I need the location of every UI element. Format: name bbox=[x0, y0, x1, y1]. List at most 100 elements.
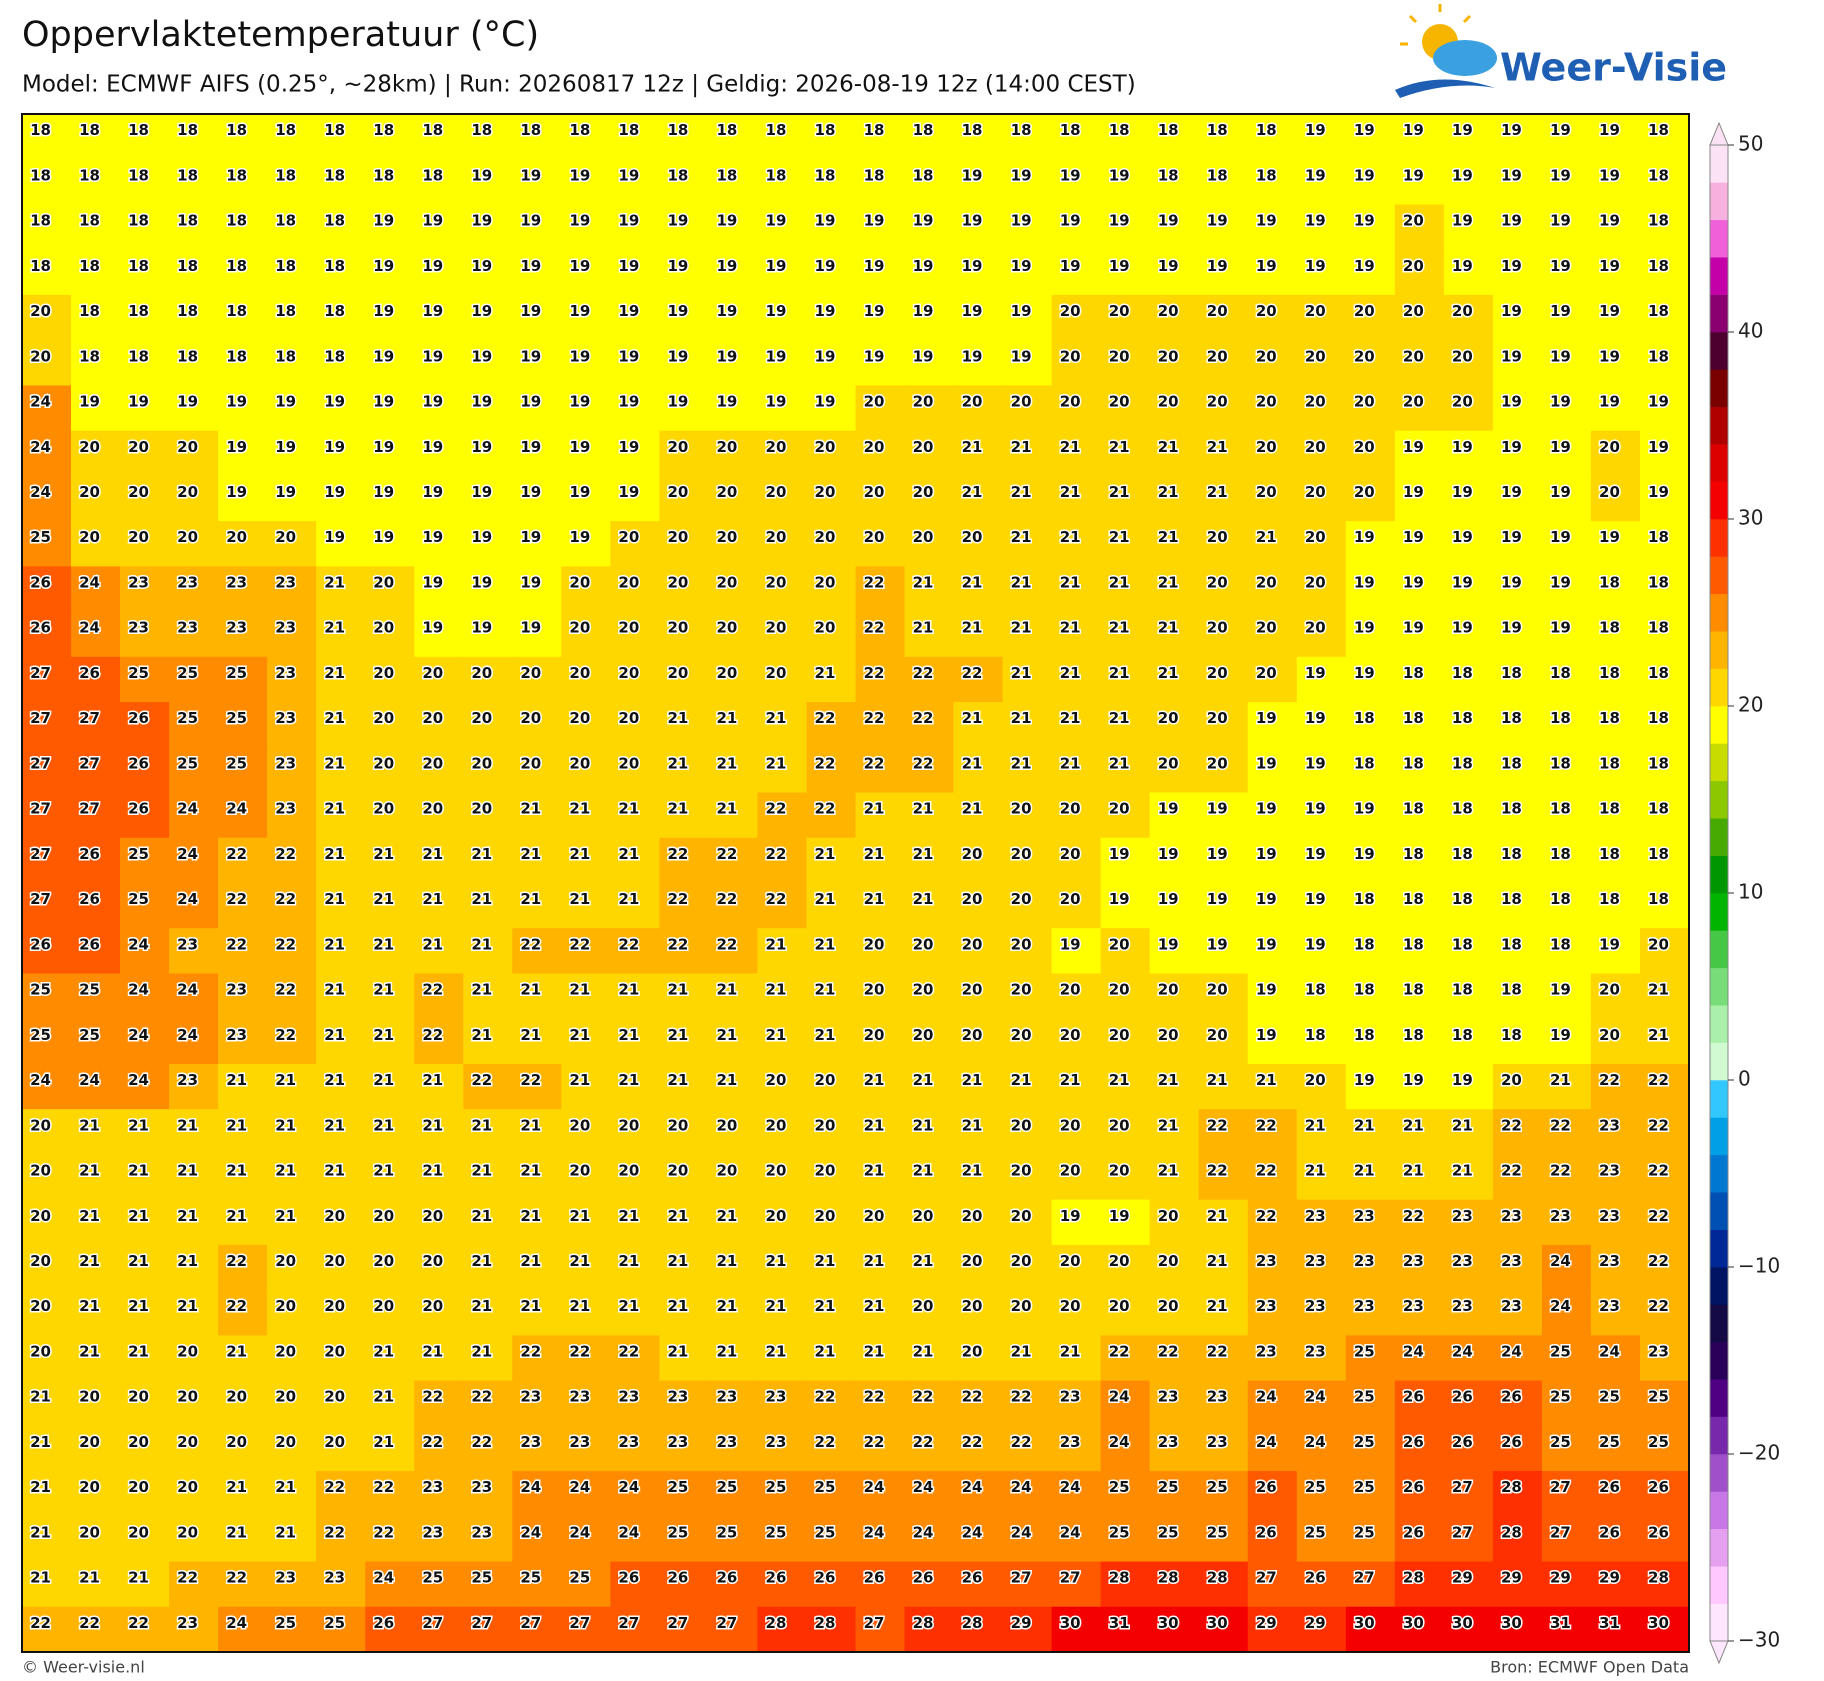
temperature-label: 19 bbox=[1452, 212, 1473, 230]
temperature-label: 18 bbox=[1501, 981, 1522, 999]
temperature-label: 21 bbox=[1158, 1071, 1179, 1089]
temperature-cell bbox=[218, 340, 268, 386]
temperature-cell bbox=[267, 973, 317, 1020]
temperature-label: 19 bbox=[422, 257, 443, 275]
temperature-cell bbox=[1590, 566, 1641, 613]
temperature-cell bbox=[1345, 1561, 1396, 1608]
temperature-label: 19 bbox=[1599, 393, 1620, 411]
temperature-cell bbox=[1590, 973, 1641, 1020]
temperature-label: 18 bbox=[1550, 754, 1571, 772]
temperature-label: 22 bbox=[766, 845, 787, 863]
logo-cloud bbox=[1433, 40, 1497, 76]
temperature-label: 19 bbox=[422, 393, 443, 411]
temperature-label: 21 bbox=[1158, 528, 1179, 546]
temperature-cell bbox=[953, 1063, 1004, 1110]
temperature-label: 19 bbox=[373, 438, 394, 456]
temperature-label: 21 bbox=[324, 1116, 345, 1134]
temperature-label: 22 bbox=[1109, 1342, 1130, 1360]
temperature-label: 21 bbox=[569, 890, 590, 908]
temperature-label: 19 bbox=[1354, 528, 1375, 546]
temperature-cell bbox=[610, 837, 660, 884]
temperature-label: 21 bbox=[1109, 573, 1130, 591]
temperature-cell bbox=[806, 1335, 856, 1382]
temperature-label: 21 bbox=[913, 800, 934, 818]
temperature-cell bbox=[1296, 114, 1347, 160]
temperature-label: 18 bbox=[1354, 935, 1375, 953]
temperature-cell bbox=[1100, 1154, 1151, 1201]
temperature-label: 24 bbox=[128, 1071, 149, 1089]
temperature-cell bbox=[414, 204, 464, 251]
temperature-cell bbox=[1541, 385, 1592, 432]
temperature-label: 18 bbox=[1452, 981, 1473, 999]
temperature-label: 20 bbox=[373, 664, 394, 682]
temperature-cell bbox=[71, 1290, 121, 1336]
temperature-label: 21 bbox=[913, 1252, 934, 1270]
temperature-label: 23 bbox=[226, 981, 247, 999]
temperature-cell bbox=[659, 1335, 709, 1382]
temperature-label: 28 bbox=[1158, 1569, 1179, 1587]
temperature-label: 22 bbox=[1648, 1252, 1669, 1270]
temperature-label: 21 bbox=[226, 1478, 247, 1496]
temperature-cell bbox=[169, 1244, 219, 1291]
temperature-label: 21 bbox=[569, 981, 590, 999]
temperature-label: 21 bbox=[1158, 573, 1179, 591]
temperature-label: 19 bbox=[1452, 619, 1473, 637]
colorbar-tick-label: 50 bbox=[1738, 132, 1763, 156]
temperature-cell bbox=[1541, 611, 1592, 658]
temperature-label: 19 bbox=[1599, 528, 1620, 546]
temperature-cell bbox=[71, 656, 121, 703]
temperature-cell bbox=[316, 1561, 366, 1608]
temperature-label: 21 bbox=[815, 845, 836, 863]
temperature-cell bbox=[1149, 249, 1200, 296]
temperature-label: 26 bbox=[1403, 1523, 1424, 1541]
temperature-cell bbox=[1541, 1425, 1592, 1472]
temperature-cell bbox=[267, 1199, 317, 1246]
temperature-label: 19 bbox=[1501, 257, 1522, 275]
temperature-cell bbox=[1149, 747, 1200, 794]
temperature-label: 20 bbox=[716, 438, 737, 456]
temperature-cell bbox=[1296, 1561, 1347, 1608]
temperature-label: 23 bbox=[1256, 1252, 1277, 1270]
temperature-label: 22 bbox=[1648, 1116, 1669, 1134]
temperature-label: 21 bbox=[766, 709, 787, 727]
temperature-cell bbox=[218, 430, 268, 477]
temperature-cell bbox=[120, 294, 170, 341]
temperature-label: 23 bbox=[1060, 1433, 1081, 1451]
temperature-cell bbox=[512, 294, 562, 341]
temperature-label: 18 bbox=[1501, 935, 1522, 953]
temperature-cell bbox=[561, 883, 611, 929]
temperature-label: 18 bbox=[1452, 1026, 1473, 1044]
temperature-cell bbox=[855, 1561, 906, 1608]
temperature-label: 21 bbox=[226, 1523, 247, 1541]
temperature-cell bbox=[414, 1063, 464, 1110]
temperature-cell bbox=[71, 430, 121, 477]
temperature-cell bbox=[463, 1290, 513, 1336]
temperature-cell bbox=[1002, 1471, 1053, 1517]
temperature-cell bbox=[1590, 1561, 1641, 1608]
temperature-cell bbox=[1296, 294, 1347, 341]
temperature-cell bbox=[1492, 1335, 1543, 1382]
temperature-cell bbox=[1051, 475, 1102, 522]
temperature-cell bbox=[1149, 1561, 1200, 1608]
temperature-label: 20 bbox=[1011, 845, 1032, 863]
temperature-label: 23 bbox=[128, 573, 149, 591]
temperature-cell bbox=[1590, 1516, 1641, 1563]
temperature-label: 20 bbox=[667, 483, 688, 501]
temperature-cell bbox=[463, 1380, 513, 1427]
temperature-cell bbox=[71, 792, 121, 839]
temperature-label: 20 bbox=[422, 1252, 443, 1270]
temperature-cell bbox=[904, 1335, 955, 1382]
temperature-cell bbox=[1590, 475, 1641, 522]
temperature-label: 22 bbox=[373, 1478, 394, 1496]
temperature-cell bbox=[169, 702, 219, 748]
temperature-label: 21 bbox=[1109, 528, 1130, 546]
temperature-cell bbox=[1345, 702, 1396, 748]
temperature-label: 25 bbox=[1550, 1342, 1571, 1360]
temperature-label: 20 bbox=[766, 528, 787, 546]
temperature-label: 21 bbox=[324, 664, 345, 682]
temperature-cell bbox=[1394, 747, 1445, 794]
colorbar-swatch bbox=[1710, 743, 1728, 782]
temperature-cell bbox=[708, 1516, 758, 1563]
temperature-cell bbox=[1198, 611, 1249, 658]
temperature-cell bbox=[904, 1154, 955, 1201]
